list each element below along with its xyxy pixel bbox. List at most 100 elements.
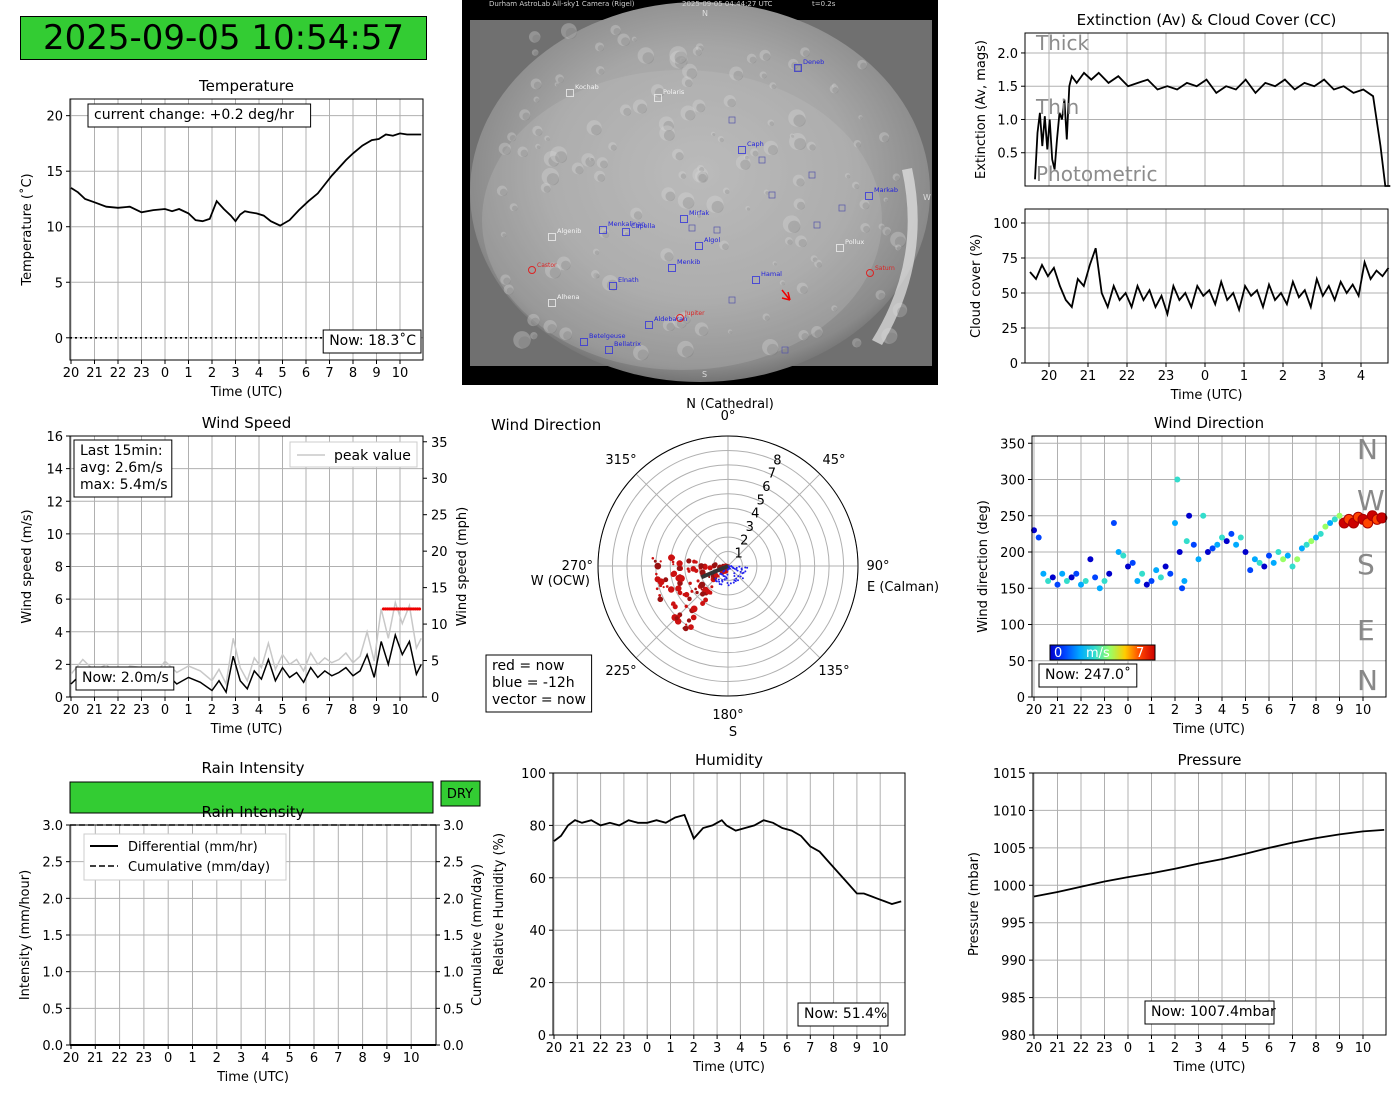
x-tick-label: 4 — [255, 703, 263, 718]
dew-droplet — [596, 157, 608, 169]
x-tick-label: 2 — [208, 366, 216, 381]
star-marker — [622, 228, 630, 236]
dew-droplet — [860, 222, 870, 233]
wind-polar-legend: vector = now — [492, 692, 586, 708]
dew-droplet — [706, 195, 724, 213]
dew-droplet — [719, 240, 729, 251]
dew-droplet — [792, 174, 805, 187]
dew-droplet — [543, 320, 557, 334]
y-tick-label: 350 — [1000, 437, 1025, 452]
star-label: Kochab — [575, 83, 599, 91]
wind-past-point — [720, 583, 723, 586]
dew-droplet-shadow — [800, 285, 808, 294]
dew-droplet — [695, 212, 701, 218]
y-tick-label: 2.5 — [42, 856, 63, 871]
dew-droplet — [729, 66, 744, 81]
dew-droplet — [682, 63, 698, 79]
star-marker — [836, 244, 844, 252]
wind-direction-point — [1106, 570, 1113, 577]
legend-label: Cumulative (mm/day) — [128, 860, 270, 875]
chart-title: Wind Direction — [491, 416, 601, 434]
x-tick-label: 1 — [1240, 369, 1248, 384]
all-sky-camera: Durham AstroLab All-sky1 Camera (Rigel) … — [462, 0, 938, 385]
x-tick-label: 23 — [133, 366, 150, 381]
polar-radial-tick: 3 — [746, 520, 754, 535]
wind-direction-point — [1280, 556, 1287, 563]
y-tick-label: 1.5 — [42, 929, 63, 944]
wind-now-point — [657, 578, 665, 586]
y-tick-label: 2.0 — [997, 47, 1018, 62]
dew-droplet-shadow — [549, 267, 561, 279]
wind-now-point — [677, 590, 682, 595]
wind-direction-point — [1228, 530, 1235, 537]
y-right-tick-label: 3.0 — [443, 819, 464, 834]
camera-header-right: t=0.2s — [812, 0, 836, 8]
colorbar-unit-label: m/s — [1086, 646, 1110, 661]
wind-past-point — [744, 570, 747, 573]
x-tick-label: 20 — [1026, 703, 1043, 718]
x-tick-label: 8 — [349, 366, 357, 381]
dew-droplet-shadow — [591, 124, 602, 136]
dew-droplet — [788, 58, 799, 70]
y-tick-label: 995 — [1001, 917, 1026, 932]
x-tick-label: 9 — [372, 366, 380, 381]
y-right-tick-label: 0 — [431, 691, 439, 706]
dew-droplet-shadow — [733, 70, 744, 81]
dew-droplet-shadow — [697, 171, 709, 183]
dew-droplet — [608, 142, 617, 151]
x-tick-label: 3 — [1194, 1041, 1202, 1056]
wind-past-point — [736, 569, 739, 572]
dew-droplet-shadow — [812, 257, 818, 263]
chart-title: Wind Speed — [202, 414, 292, 432]
wind-now-point — [685, 623, 688, 626]
star-label: Aldebaran — [654, 315, 687, 323]
wind-now-point — [683, 591, 690, 598]
y-tick-label: 0 — [1017, 691, 1025, 706]
wind-direction-point — [1209, 545, 1216, 552]
polar-angle-label: 135° — [818, 664, 849, 679]
wind-past-point — [730, 565, 733, 568]
dew-droplet — [892, 173, 900, 181]
wind-speed-chart: 20 21 22 23 0 1 2 3 4 5 6 7 8 9 1002468101214160510152… — [20, 414, 470, 737]
plot-area — [1025, 33, 1388, 186]
dew-droplet — [782, 215, 801, 233]
y-tick-label: 10 — [46, 221, 63, 236]
dew-droplet-shadow — [894, 175, 900, 181]
y-tick-label: 10 — [46, 528, 63, 543]
dew-droplet — [541, 167, 559, 186]
x-tick-label: 6 — [1265, 1041, 1273, 1056]
y-tick-label: 980 — [1001, 1029, 1026, 1044]
wind-direction-point — [1284, 552, 1291, 559]
wind-direction-point — [1125, 563, 1131, 570]
dew-droplet-shadow — [762, 53, 771, 61]
dew-droplet-shadow — [595, 274, 600, 279]
wind-now-point — [690, 605, 698, 613]
star-label: Markab — [874, 186, 898, 194]
dew-droplet — [623, 230, 629, 236]
y-tick-label: 0.0 — [42, 1039, 63, 1054]
dew-droplet-shadow — [512, 205, 518, 212]
dew-droplet-shadow — [506, 287, 514, 295]
dew-droplet — [559, 327, 573, 341]
wind-past-point — [740, 568, 743, 571]
dew-droplet — [503, 284, 514, 295]
x-tick-label: 23 — [136, 1051, 153, 1066]
dew-droplet — [696, 164, 705, 172]
dew-droplet-shadow — [545, 137, 550, 141]
y-tick-label: 1015 — [993, 767, 1026, 782]
dew-droplet — [662, 319, 675, 332]
dew-droplet — [544, 135, 550, 141]
y-tick-label: 15 — [46, 165, 63, 180]
wind-direction-point — [1143, 581, 1150, 588]
x-tick-label: 8 — [829, 1041, 837, 1056]
dew-droplet — [532, 125, 543, 136]
wind-now-point — [657, 596, 664, 603]
y-tick-label: 8 — [55, 561, 63, 576]
dew-droplet — [879, 132, 890, 143]
star-marker — [794, 64, 802, 72]
dew-droplet — [610, 24, 621, 36]
wind-direction-point — [1148, 578, 1155, 584]
star-marker — [738, 146, 746, 154]
wind-direction-point — [1087, 556, 1094, 563]
wind-direction-point — [1237, 534, 1244, 541]
